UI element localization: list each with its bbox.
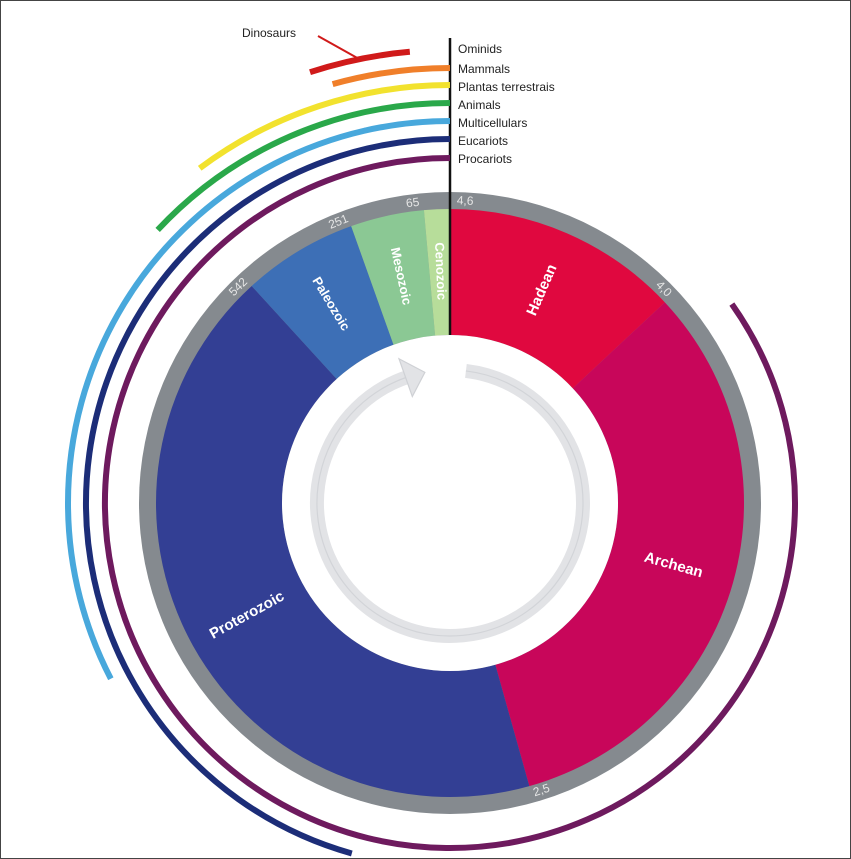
arc-label-animals: Animals xyxy=(458,98,501,112)
life-arc-labels: Ominids Mammals Plantas terrestrais Animals… xyxy=(458,42,555,166)
era-wedge-proterozoic xyxy=(156,285,530,797)
clock-center xyxy=(282,335,618,671)
arc-label-mammals: Mammals xyxy=(458,62,510,76)
arc-plantas-terrestrais xyxy=(197,82,450,171)
arc-eucariots xyxy=(83,136,450,857)
cycle-arrow-outline xyxy=(316,370,584,637)
arc-multicellulars xyxy=(65,118,450,681)
dinosaurs-marker: Dinosaurs xyxy=(242,26,411,76)
tick-label-251: 251 xyxy=(326,211,350,232)
era-wedge-cenozoic xyxy=(423,209,450,336)
arc-label-plantas-terrestrais: Plantas terrestrais xyxy=(458,80,555,94)
dinosaurs-leader-line xyxy=(317,35,360,61)
era-wedge-archean xyxy=(495,302,744,787)
dinosaurs-label: Dinosaurs xyxy=(242,26,296,40)
era-wedge-hadean xyxy=(450,209,665,389)
tick-label-4-6: 4,6 xyxy=(456,193,474,208)
era-label-cenozoic: Cenozoic xyxy=(432,242,450,300)
cycle-arrow-head xyxy=(397,357,426,398)
dinosaurs-arc xyxy=(309,48,411,76)
tick-label-2-5: 2,5 xyxy=(531,781,551,799)
arc-mammals xyxy=(331,65,450,88)
arc-label-multicellulars: Multicellulars xyxy=(458,116,527,130)
era-wedge-paleozoic xyxy=(251,226,394,379)
center-hole xyxy=(282,335,618,671)
arc-label-procariots: Procariots xyxy=(458,152,512,166)
arc-label-ominids: Ominids xyxy=(458,42,502,56)
arc-animals xyxy=(155,100,450,233)
era-wedges xyxy=(156,209,744,797)
arc-procariots xyxy=(102,155,798,851)
tick-label-65: 65 xyxy=(405,195,420,211)
life-arcs xyxy=(65,38,798,857)
era-wedge-mesozoic xyxy=(351,210,436,345)
arc-label-eucariots: Eucariots xyxy=(458,134,508,148)
